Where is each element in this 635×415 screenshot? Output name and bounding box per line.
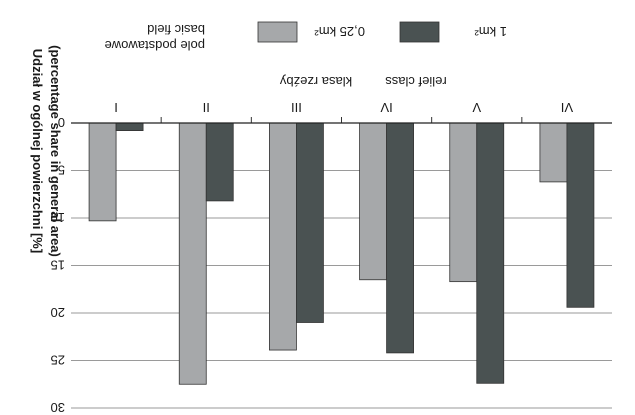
category-label: VI — [561, 100, 573, 115]
bar-V-series-2 — [476, 122, 505, 384]
y-tick-label: 10 — [51, 210, 65, 225]
bar-III-series-2 — [296, 122, 324, 323]
y-tick-label: 30 — [51, 400, 65, 415]
category-label: I — [114, 100, 118, 115]
y-tick-labels: 0 5 10 15 20 25 30 — [51, 115, 65, 415]
y-tick-label: 25 — [51, 353, 65, 368]
x-axis-title-polish: klasa rzeźby — [279, 74, 352, 89]
y-tick-label: 5 — [58, 163, 65, 178]
bar-II-series-2 — [205, 122, 234, 202]
bar-IV-series-1 — [359, 122, 387, 281]
category-label: IV — [380, 100, 393, 115]
legend-label: 0,25 km² — [314, 24, 365, 39]
bar-I-series-1 — [88, 122, 117, 222]
bar-V-series-1 — [449, 122, 478, 283]
y-tick-label: 0 — [58, 115, 65, 130]
category-label: V — [472, 100, 481, 115]
y-tick-label: 15 — [51, 258, 65, 273]
bars — [88, 122, 595, 385]
legend: basic field pole podstawowe 0,25 km² 1 km… — [105, 21, 507, 53]
bar-IV-series-2 — [386, 122, 414, 354]
axes — [71, 117, 612, 124]
category-label: II — [203, 100, 210, 115]
legend-swatch — [399, 21, 440, 43]
y-axis-title-english: (percentage share in general area) — [48, 45, 63, 257]
legend-label: 1 km² — [474, 24, 507, 39]
y-tick-label: 20 — [51, 305, 65, 320]
bar-III-series-1 — [269, 122, 297, 351]
bar-I-series-2 — [115, 122, 144, 132]
legend-title-english: basic field — [147, 22, 205, 37]
legend-title-polish: pole podstawowe — [105, 38, 205, 53]
y-axis-title-polish: Udział w ogólnej powierzchni [%] — [30, 49, 45, 253]
category-labels: I II III IV V VI — [114, 100, 573, 115]
gridlines — [71, 170, 612, 409]
category-label: III — [291, 100, 302, 115]
bar-VI-series-2 — [566, 122, 595, 308]
x-axis-title-english: relief class — [385, 74, 447, 89]
bar-VI-series-1 — [539, 122, 568, 183]
legend-swatch — [257, 21, 298, 43]
bar-II-series-1 — [178, 122, 207, 385]
